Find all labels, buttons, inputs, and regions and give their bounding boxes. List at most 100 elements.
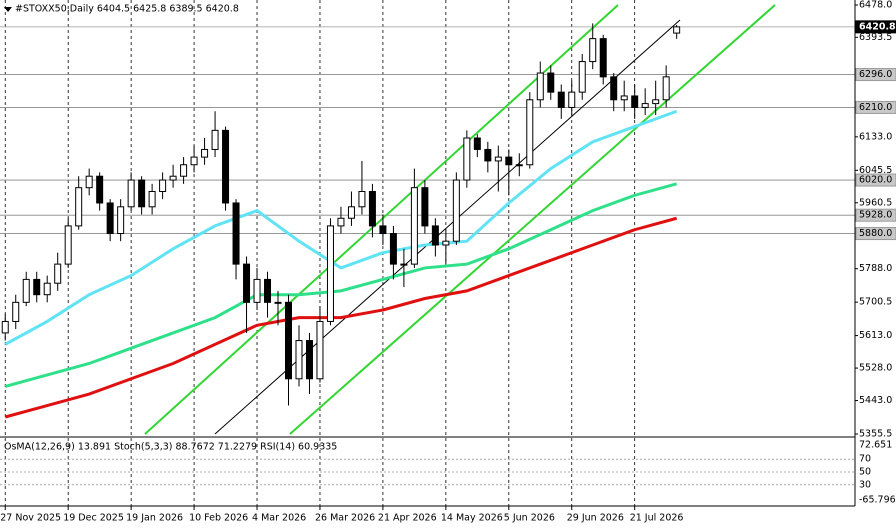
candle-body [85, 175, 93, 189]
candle-body [578, 61, 586, 93]
candle-body [54, 263, 62, 284]
y-tick-label: 5528.0 [859, 363, 892, 374]
x-tick-label: 29 Jun 2026 [567, 513, 624, 524]
level-label: 6020.0 [859, 175, 892, 186]
candle-body [117, 206, 125, 235]
candle-body [557, 91, 565, 108]
y-tick-label: 5613.0 [859, 330, 892, 341]
x-tick-label: 27 Nov 2025 [0, 513, 61, 524]
candle-body [274, 301, 282, 304]
level-box [855, 100, 896, 114]
x-tick-label: 10 Feb 2026 [189, 513, 248, 524]
candle-body [568, 91, 576, 108]
candle-body [463, 137, 471, 181]
moving-average [4, 182, 678, 388]
candle-body [673, 26, 681, 34]
level-box [855, 208, 896, 222]
x-tick-label: 19 Jan 2026 [126, 513, 183, 524]
candle-body [379, 225, 387, 235]
candle-body [589, 38, 597, 63]
candle-body [180, 164, 188, 177]
candle-body [547, 72, 555, 93]
candle-body [400, 263, 408, 266]
chart-title: #STOXX50,Daily 6404.5 6425.8 6389.5 6420… [15, 4, 239, 15]
candle-body [75, 187, 83, 227]
candle-body [515, 164, 523, 167]
level-label: 6420.8 [859, 21, 896, 32]
level-label: 6296.0 [859, 69, 892, 80]
y-tick-label: 5355.5 [859, 429, 892, 440]
candle-body [190, 156, 198, 166]
candle-body [138, 179, 146, 208]
candle-body [43, 282, 51, 296]
y-tick-label: 5788.0 [859, 263, 892, 274]
candle-body [358, 191, 366, 208]
x-tick-label: 4 Mar 2026 [252, 513, 306, 524]
candle-body [222, 129, 230, 204]
candle-body [410, 187, 418, 265]
candle-body [620, 95, 628, 101]
x-tick-label: 14 May 2026 [441, 513, 503, 524]
candle-body [641, 103, 649, 108]
candle-body [421, 187, 429, 227]
candle-body [295, 340, 303, 380]
level-label: 6210.0 [859, 102, 892, 113]
candle-body [33, 278, 41, 296]
indicator-range-label: -65.796 [859, 495, 896, 506]
candle-body [148, 191, 156, 208]
menu-arrow [4, 7, 12, 12]
level-box [855, 68, 896, 82]
level-box [855, 20, 896, 34]
candle-body [337, 217, 345, 227]
candle-body [599, 38, 607, 78]
level-box [855, 173, 896, 187]
candle-body [127, 179, 135, 208]
channel-middle [214, 19, 681, 435]
candle-body [211, 129, 219, 150]
channel-lower [289, 4, 776, 435]
indicator-title: OsMA(12,26,9) 13.891 Stoch(5,3,3) 88.767… [4, 442, 337, 453]
candle-body [201, 148, 209, 158]
candle-body [1, 320, 9, 334]
candle-body [484, 148, 492, 162]
level-label: 5880.0 [859, 228, 892, 239]
indicator-tick-label: 30 [859, 479, 871, 490]
candle-body [159, 179, 167, 193]
level-box [855, 227, 896, 241]
candle-body [652, 99, 660, 105]
x-tick-label: 5 Jun 2026 [504, 513, 555, 524]
x-tick-label: 19 Dec 2025 [63, 513, 124, 524]
candle-body [22, 278, 30, 303]
candle-body [505, 156, 513, 166]
candle-body [232, 202, 240, 265]
candle-body [12, 301, 20, 322]
y-tick-label: 6045.5 [859, 165, 892, 176]
candle-body [431, 225, 439, 246]
y-tick-label: 6478.0 [859, 0, 892, 11]
candle-body [368, 191, 376, 227]
candle-body [442, 240, 450, 246]
indicator-tick-label: 70 [859, 454, 871, 465]
x-tick-label: 26 Mar 2026 [315, 513, 375, 524]
candle-body [526, 99, 534, 166]
y-tick-label: 5700.5 [859, 297, 892, 308]
candle-body [264, 278, 272, 303]
candle-body [284, 301, 292, 380]
candle-body [64, 225, 72, 265]
candle-body [316, 320, 324, 380]
candle-body [326, 225, 334, 322]
x-tick-label: 21 Apr 2026 [378, 513, 437, 524]
y-tick-label: 6393.5 [859, 32, 892, 43]
candle-body [169, 175, 177, 181]
candle-body [494, 156, 502, 162]
y-tick-label: 6133.0 [859, 131, 892, 142]
y-tick-label: 5960.5 [859, 197, 892, 208]
candle-body [305, 340, 313, 380]
moving-average [4, 109, 678, 346]
y-tick-label: 5443.0 [859, 395, 892, 406]
candle-body [473, 137, 481, 150]
moving-average [4, 216, 678, 419]
indicator-tick-label: 50 [859, 467, 871, 478]
